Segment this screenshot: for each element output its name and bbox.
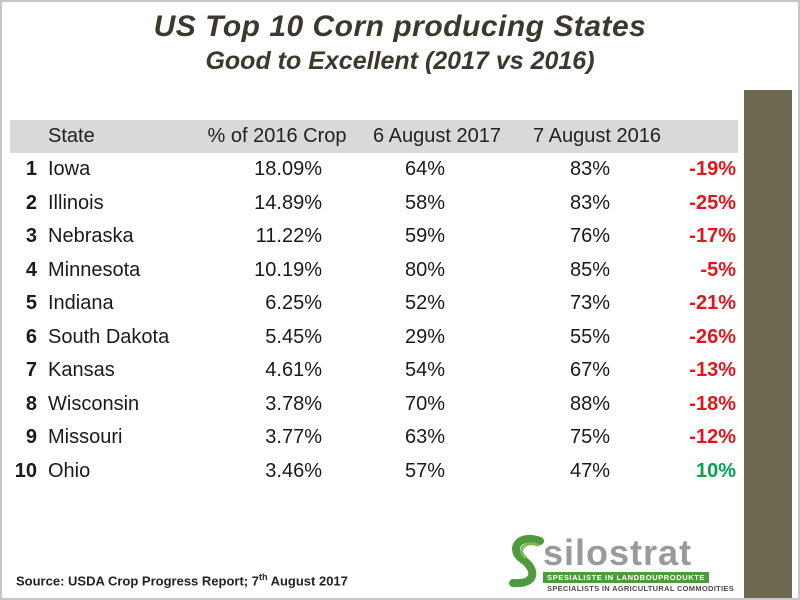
row-aug2017: 58% [404,191,446,214]
page-title: US Top 10 Corn producing States Good to … [2,10,798,76]
row-rank: 2 [25,191,37,214]
header-state: State [48,125,95,147]
row-aug2017: 63% [404,426,446,449]
table-row: 2 Illinois 14.89% 58% 83% -25% [10,187,738,221]
row-state: South Dakota [48,325,170,348]
row-pct: 3.78% [265,392,322,415]
title-line2: Good to Excellent (2017 vs 2016) [205,47,595,75]
table-row: 8 Wisconsin 3.78% 70% 88% -18% [10,388,738,422]
row-state: Nebraska [48,225,134,248]
row-aug2017: 57% [404,459,446,482]
row-change: -26% [689,325,736,348]
row-aug2016: 75% [569,426,611,449]
row-rank: 7 [25,359,37,382]
logo-wordmark: silostrat [543,532,693,574]
table-row: 3 Nebraska 11.22% 59% 76% -17% [10,220,738,254]
row-pct: 11.22% [255,225,322,248]
title-line1: US Top 10 Corn producing States [153,10,647,43]
row-aug2016: 73% [569,292,611,315]
row-change: 10% [695,459,736,482]
row-rank: 9 [25,426,37,449]
table-header-row: State % of 2016 Crop 6 August 2017 7 Aug… [10,120,738,153]
row-state: Missouri [48,426,123,449]
table-row: 6 South Dakota 5.45% 29% 55% -26% [10,321,738,355]
table-row: 10 Ohio 3.46% 57% 47% 10% [10,455,738,489]
row-rank: 10 [14,459,37,482]
row-state: Ohio [48,459,91,482]
row-pct: 4.61% [265,359,322,382]
corn-states-table: State % of 2016 Crop 6 August 2017 7 Aug… [10,120,738,488]
table-row: 5 Indiana 6.25% 52% 73% -21% [10,287,738,321]
source-prefix: Source: USDA Crop Progress Report; 7 [16,573,259,588]
s-swoosh-icon [509,535,545,588]
row-state: Indiana [48,292,114,315]
logo-text-block: silostrat SPESIALISTE IN LANDBOUPRODUKTE… [543,532,734,593]
row-rank: 1 [25,158,37,181]
row-rank: 4 [25,258,37,281]
table-row: 4 Minnesota 10.19% 80% 85% -5% [10,254,738,288]
row-state: Kansas [48,359,115,382]
accent-side-bar [744,90,792,598]
row-pct: 14.89% [254,191,322,214]
table-row: 9 Missouri 3.77% 63% 75% -12% [10,421,738,455]
row-rank: 5 [25,292,37,315]
source-superscript: th [258,571,268,582]
header-7-august-2016: 7 August 2016 [533,125,661,147]
header-6-august-2017: 6 August 2017 [373,125,501,147]
row-rank: 8 [25,392,37,415]
row-pct: 3.46% [265,459,322,482]
silostrat-logo: silostrat SPESIALISTE IN LANDBOUPRODUKTE… [504,533,734,593]
row-change: -17% [689,225,736,248]
row-change: -25% [689,191,736,214]
row-change: -13% [689,359,736,382]
row-aug2017: 59% [404,225,446,248]
source-suffix: August 2017 [267,573,348,588]
row-pct: 6.25% [265,292,322,315]
table-row: 1 Iowa 18.09% 64% 83% -19% [10,153,738,187]
row-change: -21% [689,292,736,315]
row-aug2016: 76% [569,225,611,248]
row-aug2017: 70% [404,392,446,415]
row-aug2016: 47% [569,459,611,482]
logo-tagline-afrikaans: SPESIALISTE IN LANDBOUPRODUKTE [543,572,710,583]
row-aug2017: 52% [404,292,446,315]
row-aug2016: 85% [569,258,611,281]
row-rank: 3 [25,225,37,248]
row-aug2016: 83% [569,191,611,214]
source-note: Source: USDA Crop Progress Report; 7th A… [16,572,348,588]
row-state: Iowa [48,158,91,181]
row-aug2017: 64% [404,158,446,181]
row-aug2017: 29% [404,325,446,348]
row-state: Minnesota [48,258,141,281]
logo-tagline-english: SPECIALISTS IN AGRICULTURAL COMMODITIES [547,584,734,593]
row-state: Illinois [48,191,104,214]
header-pct-of-2016-crop: % of 2016 Crop [207,125,347,147]
row-aug2016: 88% [569,392,611,415]
row-change: -12% [689,426,736,449]
row-change: -19% [689,158,736,181]
row-rank: 6 [25,325,37,348]
table-row: 7 Kansas 4.61% 54% 67% -13% [10,354,738,388]
row-aug2017: 54% [404,359,446,382]
row-aug2016: 67% [569,359,611,382]
row-aug2016: 83% [569,158,611,181]
row-change: -18% [689,392,736,415]
row-pct: 3.77% [265,426,322,449]
row-aug2016: 55% [569,325,611,348]
row-change: -5% [700,258,736,281]
row-pct: 5.45% [265,325,322,348]
row-state: Wisconsin [48,392,140,415]
row-pct: 10.19% [254,258,322,281]
row-pct: 18.09% [254,158,322,181]
row-aug2017: 80% [404,258,446,281]
